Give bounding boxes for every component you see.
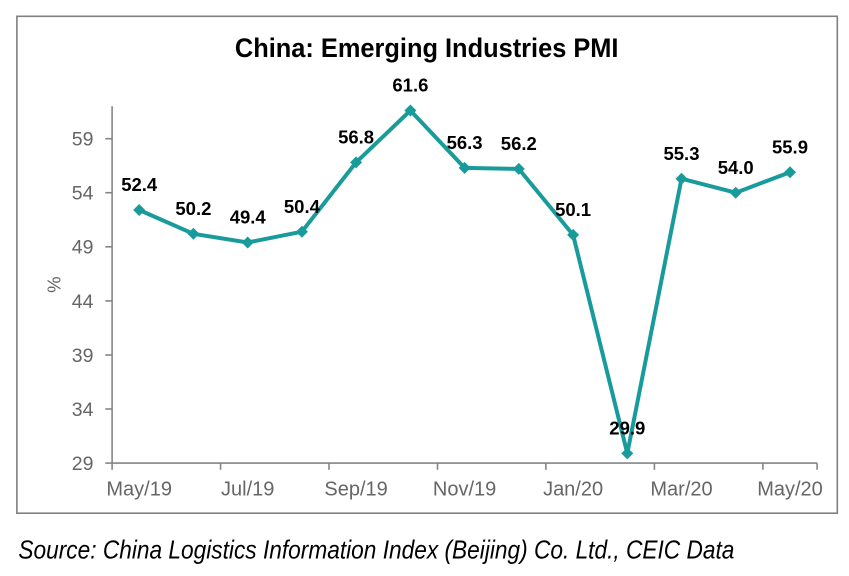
svg-text:52.4: 52.4	[121, 174, 158, 195]
svg-text:Sep/19: Sep/19	[324, 479, 387, 501]
svg-text:May/20: May/20	[757, 479, 823, 501]
svg-text:Jul/19: Jul/19	[221, 479, 274, 501]
svg-text:May/19: May/19	[106, 479, 172, 501]
svg-text:55.9: 55.9	[772, 136, 808, 157]
svg-text:50.2: 50.2	[175, 198, 211, 219]
svg-text:50.4: 50.4	[284, 196, 321, 217]
svg-text:44: 44	[72, 291, 94, 313]
svg-text:Nov/19: Nov/19	[433, 479, 496, 501]
svg-text:29: 29	[72, 453, 94, 475]
svg-text:29.9: 29.9	[609, 418, 645, 439]
svg-text:56.8: 56.8	[338, 127, 374, 148]
svg-text:55.3: 55.3	[663, 143, 699, 164]
svg-text:54: 54	[72, 183, 94, 205]
svg-text:54.0: 54.0	[718, 157, 754, 178]
svg-text:49: 49	[72, 237, 94, 259]
svg-text:Jan/20: Jan/20	[543, 479, 603, 501]
svg-text:34: 34	[72, 399, 94, 421]
svg-text:%: %	[44, 276, 65, 292]
svg-text:50.1: 50.1	[555, 199, 591, 220]
svg-text:59: 59	[72, 129, 94, 151]
svg-text:39: 39	[72, 345, 94, 367]
svg-text:Mar/20: Mar/20	[650, 479, 712, 501]
svg-text:61.6: 61.6	[392, 75, 428, 96]
svg-text:China: Emerging Industries PMI: China: Emerging Industries PMI	[235, 33, 619, 63]
svg-text:56.3: 56.3	[447, 132, 483, 153]
svg-text:Source: China Logistics Inform: Source: China Logistics Information Inde…	[18, 535, 734, 565]
svg-text:49.4: 49.4	[230, 207, 267, 228]
svg-text:56.2: 56.2	[501, 133, 537, 154]
